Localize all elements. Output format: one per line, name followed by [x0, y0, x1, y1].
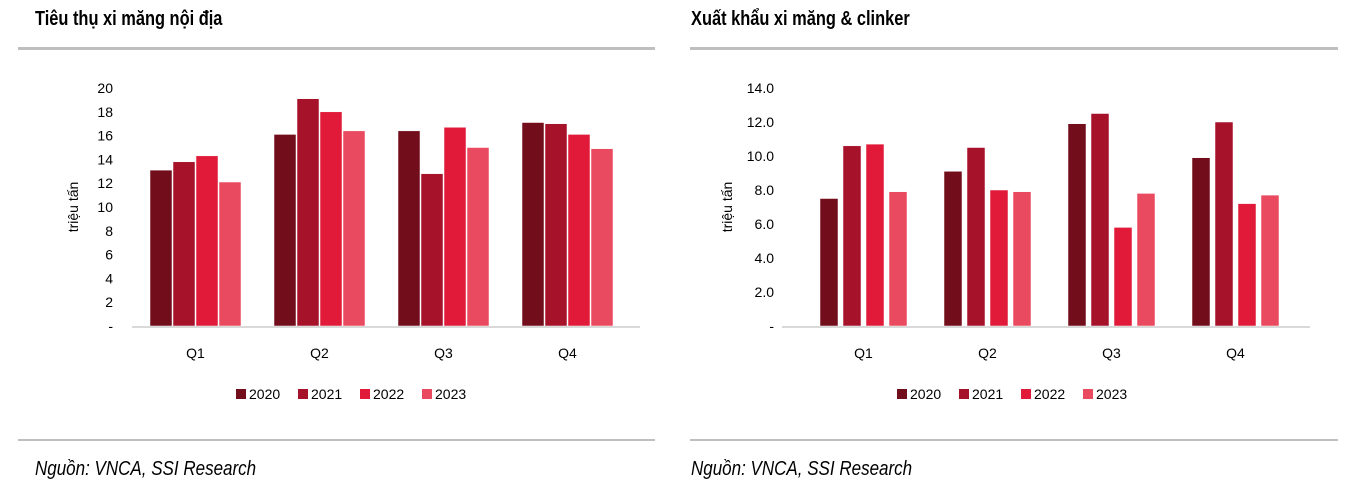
y-tick-label: 2	[105, 294, 113, 310]
legend-swatch-2021	[959, 389, 969, 399]
legend-label: 2020	[249, 386, 280, 402]
y-tick-label: 2.0	[755, 284, 775, 300]
y-tick-label: -	[108, 318, 113, 334]
bar-2021-Q2	[966, 147, 986, 327]
legend-label: 2022	[373, 386, 404, 402]
y-tick-label: -	[769, 318, 774, 334]
legend-label: 2020	[910, 386, 941, 402]
y-tick-label: 16	[97, 128, 113, 144]
left-title-divider	[18, 47, 655, 50]
bar-2023-Q2	[342, 130, 366, 327]
x-tick-label: Q3	[434, 345, 453, 361]
bar-2021-Q1	[172, 161, 196, 327]
bar-2023-Q2	[1012, 191, 1032, 327]
bar-2020-Q3	[397, 130, 421, 327]
x-tick-label: Q1	[186, 345, 205, 361]
y-tick-label: 10.0	[747, 148, 774, 164]
right-chart-title: Xuất khẩu xi măng & clinker	[691, 8, 910, 30]
legend-swatch-2023	[1083, 389, 1093, 399]
bar-2021-Q1	[842, 145, 862, 327]
right-title-divider	[690, 47, 1338, 50]
y-tick-label: 20	[97, 80, 113, 96]
bar-2023-Q1	[888, 191, 908, 327]
left-chart: - 2 4 6 8 10 12 14 16 18 20 triệu tấn Q1 Q2 Q3 Q4 2020 20…	[65, 80, 640, 402]
bar-2020-Q4	[1191, 157, 1211, 327]
y-tick-label: 6	[105, 247, 113, 263]
y-tick-label: 12	[97, 175, 113, 191]
legend-swatch-2021	[298, 389, 308, 399]
y-tick-label: 6.0	[755, 216, 775, 232]
legend-label: 2021	[972, 386, 1003, 402]
legend-swatch-2022	[1021, 389, 1031, 399]
bar-2020-Q1	[819, 198, 839, 327]
x-tick-label: Q2	[310, 345, 329, 361]
legend-label: 2023	[1096, 386, 1127, 402]
y-tick-label: 12.0	[747, 114, 774, 130]
right-chart: - 2.0 4.0 6.0 8.0 10.0 12.0 14.0 triệu tấn Q1 Q2 Q3…	[719, 80, 1310, 402]
bar-2023-Q4	[590, 148, 614, 327]
bar-2022-Q3	[1113, 227, 1133, 327]
y-tick-label: 8	[105, 223, 113, 239]
x-tick-label: Q1	[854, 345, 873, 361]
x-tick-label: Q3	[1102, 345, 1121, 361]
legend-label: 2022	[1034, 386, 1065, 402]
legend-swatch-2020	[897, 389, 907, 399]
bar-2022-Q4	[1237, 203, 1257, 327]
y-tick-label: 4	[105, 270, 113, 286]
y-axis-label: triệu tấn	[719, 182, 735, 233]
bar-2022-Q1	[195, 155, 219, 327]
legend-label: 2021	[311, 386, 342, 402]
y-tick-label: 4.0	[755, 250, 775, 266]
y-axis-label: triệu tấn	[65, 182, 81, 233]
bar-2022-Q4	[567, 134, 591, 327]
bar-2020-Q4	[521, 122, 545, 327]
bar-2020-Q2	[943, 171, 963, 327]
bar-2022-Q3	[443, 127, 467, 327]
bar-2023-Q1	[218, 181, 242, 327]
bar-2022-Q2	[989, 189, 1009, 327]
bar-2021-Q4	[544, 123, 568, 327]
legend-swatch-2023	[422, 389, 432, 399]
left-bottom-divider	[18, 439, 655, 441]
legend-swatch-2022	[360, 389, 370, 399]
x-tick-label: Q4	[558, 345, 577, 361]
left-chart-title: Tiêu thụ xi măng nội địa	[35, 8, 223, 30]
bar-2021-Q3	[1090, 113, 1110, 327]
y-tick-label: 8.0	[755, 182, 775, 198]
bar-2022-Q1	[865, 143, 885, 327]
bar-2023-Q3	[1136, 193, 1156, 327]
legend-swatch-2020	[236, 389, 246, 399]
y-tick-label: 14	[97, 151, 113, 167]
y-tick-label: 18	[97, 104, 113, 120]
bar-2020-Q1	[149, 169, 173, 327]
right-bottom-divider	[690, 439, 1338, 441]
y-tick-label: 10	[97, 199, 113, 215]
bar-2021-Q3	[420, 173, 444, 327]
bar-2023-Q4	[1260, 194, 1280, 327]
y-tick-label: 14.0	[747, 80, 774, 96]
right-source: Nguồn: VNCA, SSI Research	[691, 458, 913, 480]
bar-2021-Q2	[296, 98, 320, 327]
bar-2023-Q3	[466, 147, 490, 327]
left-source: Nguồn: VNCA, SSI Research	[35, 458, 257, 480]
bar-2021-Q4	[1214, 121, 1234, 327]
legend-label: 2023	[435, 386, 466, 402]
bar-2020-Q3	[1067, 123, 1087, 327]
x-tick-label: Q2	[978, 345, 997, 361]
bar-2020-Q2	[273, 134, 297, 327]
bar-2022-Q2	[319, 111, 343, 327]
x-tick-label: Q4	[1226, 345, 1245, 361]
